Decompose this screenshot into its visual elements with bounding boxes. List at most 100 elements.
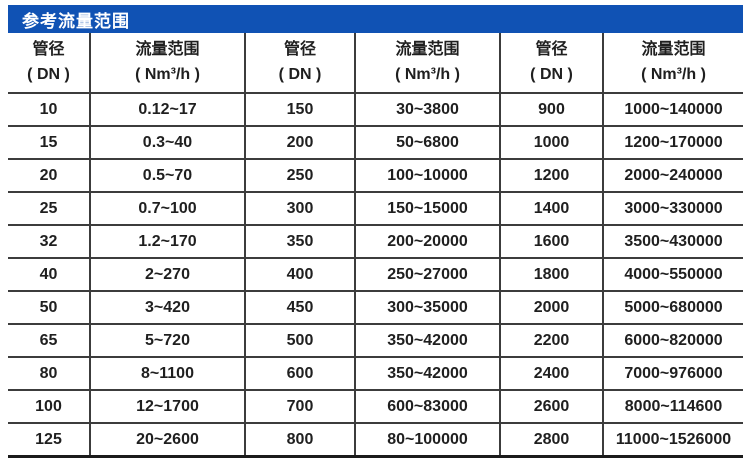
table-row: 40 2~270 400 250~27000 1800 4000~550000 [8,258,743,292]
table-header: 管径 ( DN ) 流量范围 ( Nm³/h ) 管径 ( DN ) 流量范围 ( Nm³/h… [8,33,743,94]
table-row: 32 1.2~170 350 200~20000 1600 3500~430000 [8,225,743,259]
flow-range-cell: 150~15000 [354,192,500,226]
pipe-diameter-cell: 65 [8,324,90,358]
flow-range-cell: 1.2~170 [89,225,245,259]
flow-range-cell: 8~1100 [89,357,245,391]
pipe-diameter-cell: 900 [499,93,603,127]
flow-range-cell: 8000~114600 [602,390,743,424]
pipe-diameter-cell: 250 [244,159,355,193]
pipe-diameter-cell: 1800 [499,258,603,292]
flow-range-cell: 30~3800 [354,93,500,127]
pipe-diameter-cell: 1400 [499,192,603,226]
pipe-diameter-cell: 2400 [499,357,603,391]
flow-range-cell: 350~42000 [354,324,500,358]
flow-range-column-header: 流量范围 ( Nm³/h ) [602,33,743,94]
pipe-diameter-cell: 700 [244,390,355,424]
flow-range-cell: 0.3~40 [89,126,245,160]
column-header-title: 流量范围 [395,40,460,58]
pipe-diameter-cell: 50 [8,291,90,325]
column-header-title: 管径 [32,40,65,58]
pipe-diameter-cell: 150 [244,93,355,127]
flow-range-cell: 12~1700 [89,390,245,424]
pipe-diameter-cell: 20 [8,159,90,193]
column-header-title: 管径 [535,40,568,58]
pipe-diameter-cell: 800 [244,423,355,458]
flow-range-cell: 5000~680000 [602,291,743,325]
pipe-diameter-cell: 600 [244,357,355,391]
column-header-unit: ( Nm³/h ) [395,65,460,83]
pipe-diameter-cell: 32 [8,225,90,259]
flow-range-cell: 200~20000 [354,225,500,259]
pipe-diameter-cell: 200 [244,126,355,160]
pipe-diameter-cell: 15 [8,126,90,160]
table-row: 80 8~1100 600 350~42000 2400 7000~976000 [8,357,743,391]
flow-range-cell: 1200~170000 [602,126,743,160]
table-row: 15 0.3~40 200 50~6800 1000 1200~170000 [8,126,743,160]
flow-range-cell: 350~42000 [354,357,500,391]
flow-range-column-header: 流量范围 ( Nm³/h ) [354,33,500,94]
pipe-diameter-cell: 2800 [499,423,603,458]
pipe-diameter-cell: 80 [8,357,90,391]
pipe-diameter-cell: 1600 [499,225,603,259]
pipe-diameter-cell: 400 [244,258,355,292]
table-row: 100 12~1700 700 600~83000 2600 8000~114600 [8,390,743,424]
flow-range-cell: 100~10000 [354,159,500,193]
column-header-unit: ( DN ) [530,65,573,83]
flow-range-cell: 80~100000 [354,423,500,458]
flow-range-cell: 50~6800 [354,126,500,160]
pipe-diameter-cell: 100 [8,390,90,424]
table-row: 50 3~420 450 300~35000 2000 5000~680000 [8,291,743,325]
flow-range-cell: 3500~430000 [602,225,743,259]
flow-range-table: 管径 ( DN ) 流量范围 ( Nm³/h ) 管径 ( DN ) 流量范围 ( Nm³/h… [8,33,743,458]
table-row: 25 0.7~100 300 150~15000 1400 3000~330000 [8,192,743,226]
pipe-diameter-cell: 1000 [499,126,603,160]
table-header-row: 管径 ( DN ) 流量范围 ( Nm³/h ) 管径 ( DN ) 流量范围 ( Nm³/h… [8,33,743,94]
table-row: 20 0.5~70 250 100~10000 1200 2000~240000 [8,159,743,193]
flow-range-cell: 4000~550000 [602,258,743,292]
pipe-diameter-cell: 10 [8,93,90,127]
pipe-diameter-cell: 300 [244,192,355,226]
table-row: 65 5~720 500 350~42000 2200 6000~820000 [8,324,743,358]
table-body: 10 0.12~17 150 30~3800 900 1000~140000 15 0.3~4… [8,93,743,458]
pipe-diameter-cell: 125 [8,423,90,458]
pipe-diameter-cell: 500 [244,324,355,358]
flow-range-cell: 5~720 [89,324,245,358]
table-row: 125 20~2600 800 80~100000 2800 11000~1526000 [8,423,743,458]
flow-range-column-header: 流量范围 ( Nm³/h ) [89,33,245,94]
pipe-diameter-cell: 1200 [499,159,603,193]
column-header-title: 流量范围 [135,40,200,58]
flow-range-cell: 0.12~17 [89,93,245,127]
flow-range-cell: 2000~240000 [602,159,743,193]
flow-range-cell: 600~83000 [354,390,500,424]
column-header-unit: ( Nm³/h ) [135,65,200,83]
flow-range-cell: 11000~1526000 [602,423,743,458]
pipe-diameter-cell: 2000 [499,291,603,325]
flow-range-cell: 250~27000 [354,258,500,292]
flow-range-cell: 1000~140000 [602,93,743,127]
title-bar: 参考流量范围 [8,5,743,33]
flow-range-cell: 7000~976000 [602,357,743,391]
table-row: 10 0.12~17 150 30~3800 900 1000~140000 [8,93,743,127]
pipe-diameter-cell: 450 [244,291,355,325]
column-header-unit: ( DN ) [278,65,322,83]
flow-range-cell: 2~270 [89,258,245,292]
flow-range-cell: 0.5~70 [89,159,245,193]
pipe-diameter-column-header: 管径 ( DN ) [244,33,355,94]
pipe-diameter-cell: 40 [8,258,90,292]
flow-range-cell: 20~2600 [89,423,245,458]
pipe-diameter-column-header: 管径 ( DN ) [8,33,90,94]
column-header-unit: ( Nm³/h ) [641,65,706,83]
pipe-diameter-cell: 2200 [499,324,603,358]
pipe-diameter-cell: 350 [244,225,355,259]
flow-range-cell: 6000~820000 [602,324,743,358]
page-title: 参考流量范围 [22,11,130,31]
column-header-title: 管径 [283,40,316,58]
flow-range-cell: 3~420 [89,291,245,325]
pipe-diameter-cell: 25 [8,192,90,226]
column-header-title: 流量范围 [641,40,706,58]
flow-range-cell: 3000~330000 [602,192,743,226]
flow-range-cell: 0.7~100 [89,192,245,226]
column-header-unit: ( DN ) [27,65,70,83]
pipe-diameter-column-header: 管径 ( DN ) [499,33,603,94]
